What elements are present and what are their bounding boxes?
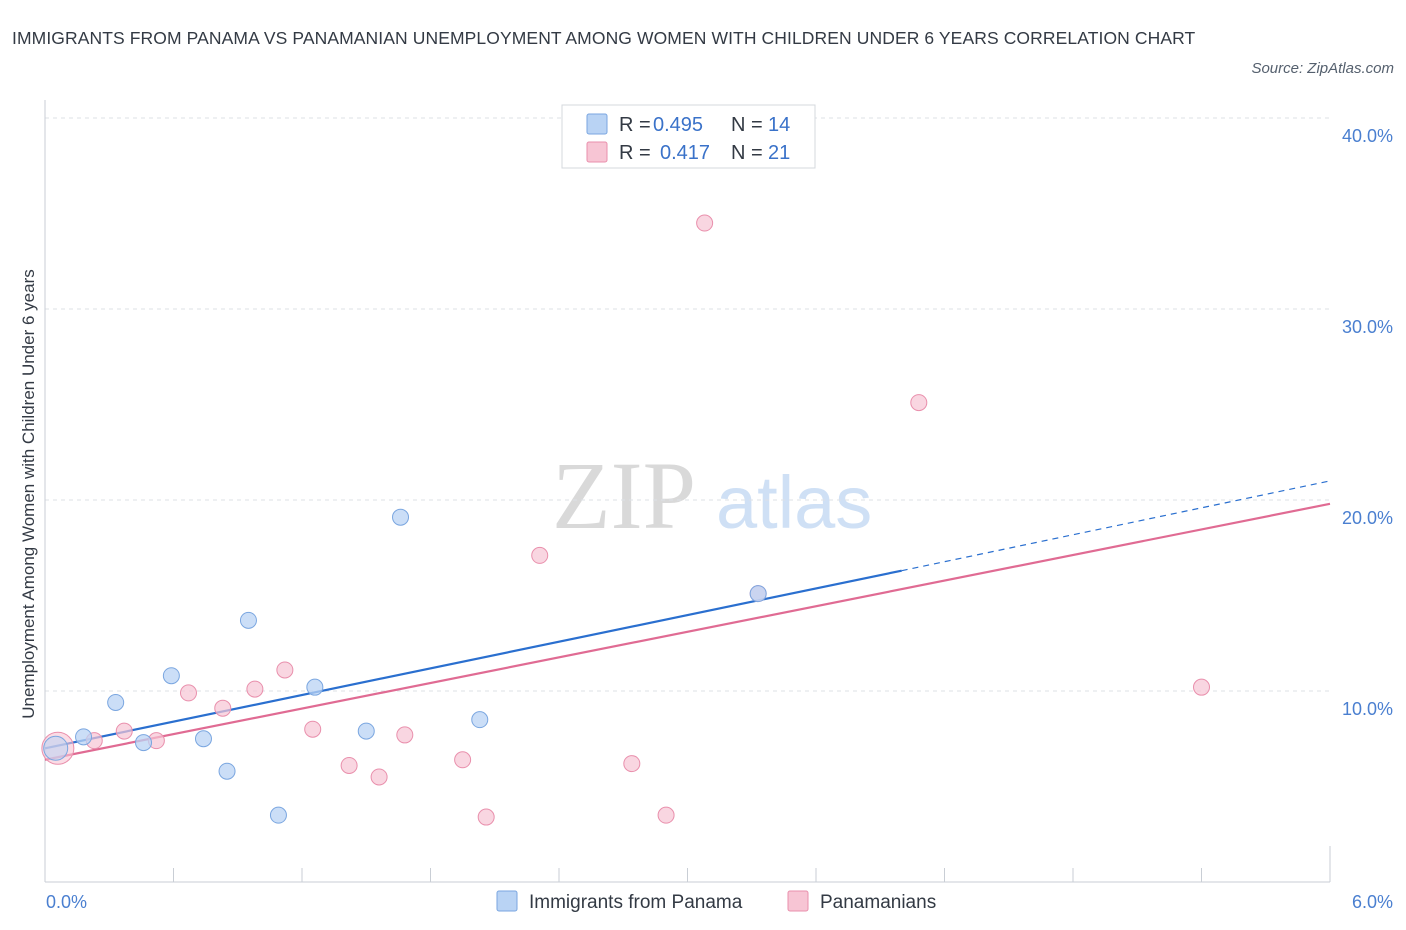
point-immigrants-5 — [194, 730, 212, 748]
point-immigrants-10 — [357, 722, 375, 740]
point-immigrants-3 — [135, 734, 153, 752]
point-immigrants-9 — [306, 678, 324, 696]
legend-n-value-blue: 14 — [768, 114, 790, 136]
trend-line-panamanians — [44, 502, 1331, 761]
source-note: Source: ZipAtlas.com — [1251, 60, 1394, 77]
y-tick-label-30: 30.0% — [1342, 317, 1393, 337]
point-immigrants-7 — [239, 611, 257, 629]
point-panamanians-17 — [696, 214, 714, 232]
legend-n-label-blue: N = — [731, 114, 763, 136]
gridlines — [45, 117, 1330, 692]
point-panamanians-5 — [214, 699, 232, 717]
bottom-legend-swatch-pink — [787, 890, 809, 912]
trend-line-immigrants-extension — [901, 480, 1331, 572]
point-panamanians-7 — [276, 661, 294, 679]
bottom-legend-swatch-blue — [496, 890, 518, 912]
x-tick-label-min: 0.0% — [46, 892, 87, 912]
y-tick-label-20: 20.0% — [1342, 508, 1393, 528]
point-panamanians-14 — [531, 546, 549, 564]
point-panamanians-15 — [623, 755, 641, 773]
point-immigrants-6 — [218, 762, 236, 780]
point-panamanians-9 — [340, 756, 358, 774]
legend-swatch-pink — [586, 141, 608, 163]
legend-n-value-pink: 21 — [768, 142, 790, 164]
watermark-atlas: atlas — [716, 461, 872, 544]
series-legend: Immigrants from Panama Panamanians — [496, 890, 936, 913]
point-panamanians-16 — [657, 806, 675, 824]
point-panamanians-2 — [115, 722, 133, 740]
legend-swatch-blue — [586, 113, 608, 135]
point-immigrants-11 — [392, 508, 410, 526]
chart-title: IMMIGRANTS FROM PANAMA VS PANAMANIAN UNE… — [12, 28, 1196, 48]
point-panamanians-8 — [304, 720, 322, 738]
legend-r-label-blue: R = — [619, 114, 651, 136]
bottom-legend-label-blue: Immigrants from Panama — [529, 892, 743, 913]
point-panamanians-19 — [910, 394, 928, 412]
point-immigrants-cluster — [43, 735, 69, 761]
point-panamanians-11 — [396, 726, 414, 744]
point-immigrants-8 — [269, 806, 287, 824]
point-immigrants-4 — [162, 667, 180, 685]
point-immigrants-1 — [75, 728, 93, 746]
point-panamanians-13 — [477, 808, 495, 826]
y-tick-label-10: 10.0% — [1342, 699, 1393, 719]
legend-r-label-pink: R = — [619, 142, 651, 164]
point-panamanians-10 — [370, 768, 388, 786]
point-immigrants-12 — [471, 711, 489, 729]
point-immigrants-2 — [107, 693, 125, 711]
legend-n-label-pink: N = — [731, 142, 763, 164]
point-panamanians-20 — [1193, 678, 1210, 696]
point-immigrants-13 — [749, 585, 767, 603]
x-tick-label-max: 6.0% — [1352, 892, 1393, 912]
point-panamanians-6 — [246, 680, 264, 698]
bottom-legend-label-pink: Panamanians — [820, 892, 936, 913]
y-tick-label-40: 40.0% — [1342, 126, 1393, 146]
point-panamanians-4 — [179, 684, 197, 702]
watermark-zip: ZIP — [552, 442, 696, 549]
point-panamanians-12 — [454, 751, 472, 769]
legend-r-value-pink: 0.417 — [660, 142, 710, 164]
data-points — [41, 214, 1210, 826]
legend-r-value-blue: 0.495 — [653, 114, 703, 136]
stats-legend: R = 0.495 N = 14 R = 0.417 N = 21 — [561, 104, 816, 169]
tick-labels: 10.0% 20.0% 30.0% 40.0% 0.0% 6.0% — [46, 126, 1393, 912]
y-axis-label: Unemployment Among Women with Children U… — [19, 269, 38, 718]
